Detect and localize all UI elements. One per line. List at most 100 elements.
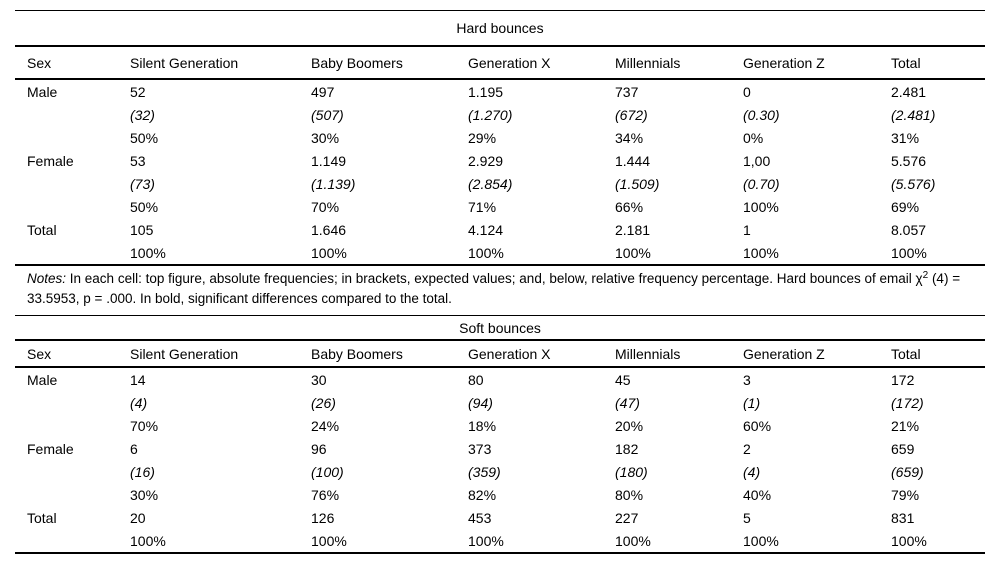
table-cell: 79% (891, 486, 920, 503)
table-cell: (4) (743, 463, 761, 480)
table-cell: 45 (615, 371, 631, 388)
table-row: 50% 30% 29% 34% 0% 31% (15, 126, 985, 149)
table-cell: 1,00 (743, 152, 771, 169)
table-cell: 30% (130, 486, 159, 503)
table-cell: 60% (743, 417, 772, 434)
table-cell: 100% (615, 241, 743, 266)
notes-text-continued: (4) = 33.5953, p = .000. In bold, signif… (27, 271, 961, 306)
table-cell: (16) (130, 463, 155, 480)
table-cell: 100% (891, 241, 985, 266)
table-cell: 737 (615, 83, 639, 100)
table-cell: 76% (311, 486, 340, 503)
table-cell: 100% (743, 529, 891, 554)
table-cell: 5.576 (891, 152, 927, 169)
table-title: Soft bounces (15, 315, 986, 341)
table-cell: 100% (311, 529, 468, 554)
table-row: (4) (26) (94) (47) (1) (172) (15, 391, 985, 414)
table-cell: 1.149 (311, 152, 347, 169)
table-row: (32) (507) (1.270) (672) (0.30) (2.481) (15, 103, 985, 126)
column-header: Baby Boomers (311, 340, 468, 368)
table-cell: 30% (311, 129, 340, 146)
table-cell: (94) (468, 394, 493, 411)
table-cell: 1 (743, 221, 751, 238)
row-label (15, 460, 130, 483)
table-cell: 96 (311, 440, 327, 457)
table-cell: 6 (130, 440, 138, 457)
table-cell: 0 (743, 83, 751, 100)
row-label (15, 391, 130, 414)
soft-bounces-table: Soft bounces Sex Silent Generation Baby Boo… (15, 315, 986, 554)
table-cell: 80% (615, 486, 644, 503)
table-cell: 2.181 (615, 221, 651, 238)
column-header: Sex (15, 46, 130, 80)
table-row: Total 105 1.646 4.124 2.181 1 8.057 (15, 218, 985, 241)
column-header: Silent Generation (130, 340, 311, 368)
table-cell: 373 (468, 440, 492, 457)
table-cell: 50% (130, 198, 159, 215)
table-cell: (659) (891, 463, 924, 480)
row-label: Total (27, 221, 57, 238)
table-cell: 1.444 (615, 152, 651, 169)
table-cell: 100% (468, 241, 615, 266)
table-cell: 21% (891, 417, 920, 434)
notes-label: Notes: (27, 271, 67, 286)
table-cell: 100% (891, 529, 986, 554)
table-cell: 126 (311, 509, 335, 526)
table-row: 100% 100% 100% 100% 100% 100% (15, 529, 986, 554)
table-cell: 831 (891, 509, 915, 526)
table-notes: Notes: In each cell: top figure, absolut… (15, 266, 985, 315)
table-row: 70% 24% 18% 20% 60% 21% (15, 414, 985, 437)
table-cell: 24% (311, 417, 340, 434)
row-label: Female (27, 152, 74, 169)
table-cell: (47) (615, 394, 640, 411)
table-row: Male 52 497 1.195 737 0 2.481 (15, 79, 985, 103)
table-cell: 100% (130, 529, 311, 554)
table-row: (16) (100) (359) (180) (4) (659) (15, 460, 985, 483)
row-label (15, 172, 130, 195)
table-cell: (0.70) (743, 175, 780, 192)
table-row: Male 14 30 80 45 3 172 (15, 367, 985, 391)
table-cell: 2.481 (891, 83, 927, 100)
table-cell: 2 (743, 440, 751, 457)
column-header: Generation X (468, 340, 615, 368)
table-cell: 1.646 (311, 221, 347, 238)
table-cell: 100% (743, 198, 779, 215)
table-cell: (1.270) (468, 106, 513, 123)
row-label (15, 126, 130, 149)
row-label (15, 195, 130, 218)
table-cell: 70% (311, 198, 340, 215)
table-cell: 172 (891, 371, 915, 388)
table-row: 50% 70% 71% 66% 100% 69% (15, 195, 985, 218)
table-row: 30% 76% 82% 80% 40% 79% (15, 483, 985, 506)
table-cell: 71% (468, 198, 497, 215)
row-label (15, 414, 130, 437)
table-cell: 50% (130, 129, 159, 146)
table-cell: (26) (311, 394, 336, 411)
table-cell: 659 (891, 440, 915, 457)
table-cell: 497 (311, 83, 335, 100)
column-header: Generation X (468, 46, 615, 80)
paper-tables-figure: Hard bounces Sex Silent Generation Baby Boo… (15, 10, 986, 554)
column-header: Total (891, 46, 985, 80)
table-row: Female 6 96 373 182 2 659 (15, 437, 985, 460)
table-cell: 4.124 (468, 221, 504, 238)
table-cell: (32) (130, 106, 155, 123)
table-cell: 29% (468, 129, 497, 146)
table-cell: 80 (468, 371, 484, 388)
row-label (15, 483, 130, 506)
notes-text: In each cell: top figure, absolute frequ… (66, 271, 923, 286)
row-label: Male (27, 371, 58, 388)
table-cell: (4) (130, 394, 148, 411)
column-header: Baby Boomers (311, 46, 468, 80)
table-cell: 20 (130, 509, 146, 526)
table-cell: 53 (130, 152, 146, 169)
table-row: Female 53 1.149 2.929 1.444 1,00 5.576 (15, 149, 985, 172)
table-cell: 227 (615, 509, 639, 526)
table-cell: 8.057 (891, 221, 927, 238)
column-header: Total (891, 340, 986, 368)
table-cell: 100% (130, 241, 311, 266)
column-header: Sex (15, 340, 130, 368)
table-cell: (507) (311, 106, 344, 123)
hard-bounces-table: Hard bounces Sex Silent Generation Baby Boo… (15, 10, 985, 266)
table-cell: 3 (743, 371, 751, 388)
